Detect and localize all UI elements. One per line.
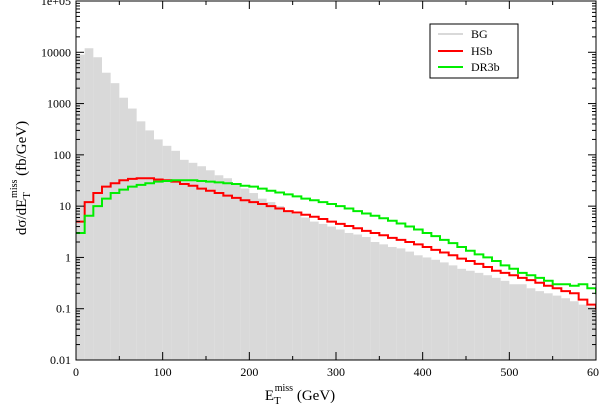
y-tick-label: 100 — [53, 148, 71, 162]
bg-bar — [466, 270, 475, 360]
y-tick-label: 0.01 — [50, 353, 71, 367]
bg-bar — [379, 244, 388, 360]
bg-bar — [526, 288, 536, 360]
bg-bar — [266, 202, 276, 360]
bg-bar — [344, 232, 354, 360]
bg-bar — [396, 248, 406, 360]
axis-ticks: 0 100 200 300 400 500 600 0.01 0.1 1 10 100 1000 1000… — [41, 0, 599, 379]
x-tick-label: 600 — [587, 365, 599, 379]
bg-bar — [206, 170, 215, 360]
legend-label-hsb: HSb — [471, 44, 492, 58]
bg-bar — [318, 223, 328, 360]
bg-bar — [422, 257, 432, 360]
bg-bar — [544, 293, 553, 360]
bg-bar — [448, 265, 458, 360]
bg-bar — [327, 226, 336, 360]
bg-bar — [136, 121, 146, 360]
series-line-hsb — [76, 177, 596, 310]
bg-bar — [301, 217, 310, 360]
bg-bar — [405, 251, 414, 360]
x-tick-label: 300 — [327, 365, 345, 379]
bg-bar — [223, 178, 232, 360]
bg-bar — [561, 298, 570, 360]
bg-bar — [388, 246, 397, 360]
bg-bar — [240, 188, 250, 360]
bg-bar — [162, 145, 172, 360]
bg-bar — [336, 229, 345, 360]
y-tick-label: 1e+05 — [41, 0, 71, 8]
bg-bar — [587, 306, 596, 360]
bg-bar — [284, 211, 293, 360]
bg-bar — [197, 166, 206, 360]
bg-bar — [362, 237, 371, 360]
x-tick-label: 400 — [414, 365, 432, 379]
y-tick-label: 1 — [65, 250, 71, 264]
bg-bar — [249, 193, 258, 360]
bg-bar — [552, 295, 562, 360]
bg-bar — [457, 268, 466, 360]
y-tick-label: 10 — [59, 199, 71, 213]
bg-bar — [171, 150, 180, 360]
bg-bar — [483, 275, 492, 360]
y-axis-title: dσ/dETmiss (fb/GeV) — [9, 121, 33, 235]
bg-bar — [440, 262, 449, 360]
bg-bar — [84, 48, 94, 360]
bg-bar — [258, 198, 267, 360]
bg-bar — [180, 159, 189, 360]
legend-label-dr3b: DR3b — [471, 60, 500, 74]
bg-bar — [188, 162, 198, 360]
bg-bar — [370, 241, 380, 360]
bg-bar — [570, 301, 579, 360]
bg-histogram — [76, 48, 596, 360]
bg-bar — [578, 304, 588, 360]
bg-bar — [232, 183, 241, 360]
bg-bar — [214, 175, 224, 360]
bg-bar — [414, 255, 423, 360]
bg-bar — [292, 214, 302, 360]
bg-bar — [154, 139, 163, 360]
bg-bar — [128, 108, 137, 360]
x-tick-label: 200 — [240, 365, 258, 379]
legend: BG HSb DR3b — [429, 23, 519, 79]
bg-bar — [500, 280, 510, 360]
x-tick-label: 500 — [500, 365, 518, 379]
bg-bar — [275, 206, 284, 360]
x-axis-title: ETmiss (GeV) — [265, 383, 335, 407]
legend-label-bg: BG — [471, 27, 488, 41]
bg-bar — [431, 259, 440, 360]
bg-bar — [310, 221, 319, 360]
bg-bar — [102, 72, 111, 360]
step-lines — [76, 177, 596, 310]
bg-bar — [353, 234, 362, 360]
bg-bar — [518, 284, 527, 360]
x-tick-label: 0 — [73, 365, 79, 379]
bg-bar — [93, 57, 102, 360]
bg-bar — [110, 83, 120, 360]
y-tick-label: 0.1 — [56, 302, 71, 316]
bg-bar — [145, 130, 154, 360]
bg-bar — [509, 284, 518, 360]
bg-bar — [535, 291, 544, 360]
bg-bar — [119, 97, 128, 360]
series-line-dr3b — [76, 179, 596, 295]
bg-bar — [76, 54, 85, 360]
x-tick-label: 100 — [154, 365, 172, 379]
y-tick-label: 10000 — [41, 45, 71, 59]
bg-bar — [492, 277, 501, 360]
y-tick-label: 1000 — [47, 97, 71, 111]
bg-bar — [474, 272, 484, 360]
